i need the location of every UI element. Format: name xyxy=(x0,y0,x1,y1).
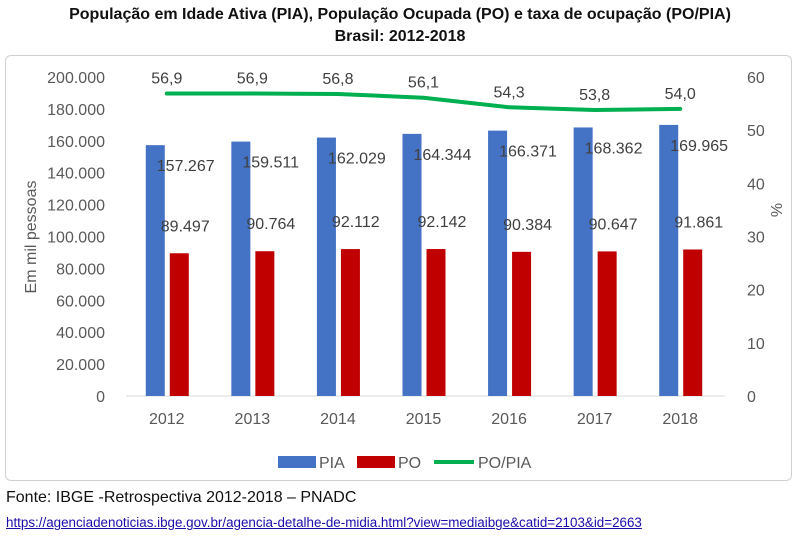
data-label-po-pia: 54,3 xyxy=(494,84,525,101)
x-tick-label: 2016 xyxy=(491,411,527,428)
data-label-pia: 166.371 xyxy=(499,144,557,161)
y-left-axis-title: Em mil pessoas xyxy=(23,181,40,294)
data-label-po-pia: 53,8 xyxy=(579,87,610,104)
bar-po xyxy=(597,251,617,396)
data-label-po: 90.764 xyxy=(246,216,295,233)
source-link[interactable]: https://agenciadenoticias.ibge.gov.br/ag… xyxy=(6,515,642,530)
data-label-po-pia: 56,9 xyxy=(151,70,182,87)
data-label-po-pia: 54,0 xyxy=(665,86,696,103)
legend-swatch-po xyxy=(357,456,395,468)
bar-po xyxy=(683,249,703,396)
data-label-po: 90.647 xyxy=(589,216,638,233)
y-right-tick-label: 10 xyxy=(747,336,765,353)
data-label-pia: 162.029 xyxy=(328,151,386,168)
data-label-po: 89.497 xyxy=(161,218,210,235)
y-left-tick-label: 40.000 xyxy=(56,325,105,342)
chart-frame xyxy=(5,55,792,481)
y-right-tick-label: 20 xyxy=(747,283,765,300)
bar-pia xyxy=(488,130,508,397)
x-tick-label: 2014 xyxy=(320,411,356,428)
y-left-tick-label: 60.000 xyxy=(56,293,105,310)
y-right-tick-label: 60 xyxy=(747,70,765,87)
x-tick-label: 2018 xyxy=(662,411,698,428)
bar-pia xyxy=(573,127,593,396)
y-left-tick-label: 100.000 xyxy=(47,230,105,247)
data-label-po: 91.861 xyxy=(674,214,723,231)
x-tick-label: 2012 xyxy=(149,411,185,428)
data-label-po: 92.142 xyxy=(418,214,467,231)
y-right-tick-label: 30 xyxy=(747,230,765,247)
data-label-pia: 168.362 xyxy=(585,140,643,157)
y-left-tick-label: 200.000 xyxy=(47,70,105,87)
bar-po xyxy=(255,251,275,396)
bar-pia xyxy=(145,145,165,396)
legend-label-po-pia: PO/PIA xyxy=(478,455,532,472)
x-tick-label: 2013 xyxy=(235,411,271,428)
y-right-tick-label: 50 xyxy=(747,123,765,140)
y-left-tick-label: 0 xyxy=(96,389,105,406)
data-label-po-pia: 56,9 xyxy=(237,70,268,87)
bar-pia xyxy=(659,124,679,396)
y-right-tick-label: 0 xyxy=(747,389,756,406)
legend-swatch-pia xyxy=(278,456,316,468)
bar-po xyxy=(340,249,360,396)
bar-po xyxy=(512,251,532,396)
line-po-pia xyxy=(164,91,683,112)
data-label-po-pia: 56,8 xyxy=(322,71,353,88)
x-tick-label: 2015 xyxy=(406,411,442,428)
bar-pia xyxy=(402,133,422,396)
y-left-tick-label: 180.000 xyxy=(47,102,105,119)
bar-po xyxy=(169,253,189,396)
y-right-tick-label: 40 xyxy=(747,176,765,193)
chart-svg: 0 20.000 40.000 60.000 80.000 100.000 120.000 1… xyxy=(23,70,786,472)
y-left-tick-label: 80.000 xyxy=(56,261,105,278)
data-label-po: 92.112 xyxy=(332,214,380,231)
bar-po xyxy=(426,249,446,396)
data-label-pia: 157.267 xyxy=(157,158,215,175)
legend-label-po: PO xyxy=(398,455,421,472)
data-label-pia: 169.965 xyxy=(670,138,728,155)
legend-label-pia: PIA xyxy=(319,455,345,472)
bar-pia xyxy=(231,141,251,396)
data-label-pia: 159.511 xyxy=(242,155,299,172)
y-left-tick-label: 120.000 xyxy=(47,198,105,215)
source-text: Fonte: IBGE -Retrospectiva 2012-2018 – P… xyxy=(6,489,357,506)
data-label-po: 90.384 xyxy=(503,217,552,234)
y-left-tick-label: 140.000 xyxy=(47,166,105,183)
chart-title: População em Idade Ativa (PIA), Populaçã… xyxy=(69,6,731,23)
y-right-axis-title: % xyxy=(769,203,786,217)
bar-pia xyxy=(316,137,336,396)
x-tick-label: 2017 xyxy=(577,411,613,428)
chart-subtitle: Brasil: 2012-2018 xyxy=(334,28,466,45)
data-label-pia: 164.344 xyxy=(414,147,472,164)
y-left-tick-label: 20.000 xyxy=(56,357,105,374)
y-left-tick-label: 160.000 xyxy=(47,134,105,151)
data-label-po-pia: 56,1 xyxy=(408,75,439,92)
